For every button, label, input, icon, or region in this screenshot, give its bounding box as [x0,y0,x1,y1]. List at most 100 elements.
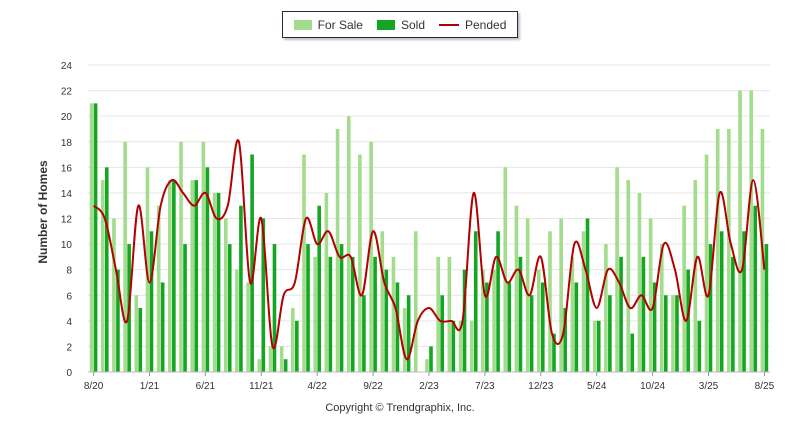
bar-for-sale[interactable] [212,192,217,372]
bar-sold[interactable] [216,192,221,372]
bar-sold[interactable] [697,320,702,372]
bar-sold[interactable] [708,244,713,372]
bar-for-sale[interactable] [492,269,496,372]
bar-sold[interactable] [608,295,612,372]
bar-for-sale[interactable] [671,295,675,372]
bar-for-sale[interactable] [223,218,228,373]
bar-for-sale[interactable] [246,282,250,372]
bar-sold[interactable] [227,244,232,372]
bar-for-sale[interactable] [682,205,686,372]
bar-sold[interactable] [160,282,165,372]
bar-sold[interactable] [250,154,254,372]
bar-sold[interactable] [518,256,523,372]
bar-for-sale[interactable] [537,269,541,372]
bar-for-sale[interactable] [447,256,452,372]
bar-sold[interactable] [261,218,266,373]
bar-sold[interactable] [596,320,601,372]
bar-sold[interactable] [719,231,724,372]
bar-for-sale[interactable] [257,359,262,372]
bar-sold[interactable] [652,282,657,372]
bar-sold[interactable] [362,295,366,372]
bar-sold[interactable] [373,256,377,372]
bar-for-sale[interactable] [704,154,709,372]
bar-for-sale[interactable] [604,244,608,372]
bar-for-sale[interactable] [134,295,139,372]
bar-sold[interactable] [104,167,109,372]
bar-for-sale[interactable] [335,128,340,372]
bar-for-sale[interactable] [324,192,329,372]
bar-sold[interactable] [507,282,512,372]
bar-sold[interactable] [149,231,154,372]
bar-for-sale[interactable] [481,269,485,372]
bar-sold[interactable] [138,308,143,372]
bar-sold[interactable] [317,205,321,372]
bar-sold[interactable] [283,359,288,372]
bar-sold[interactable] [764,244,769,372]
bar-sold[interactable] [205,167,210,372]
bar-for-sale[interactable] [615,167,619,372]
bar-sold[interactable] [462,269,467,372]
bar-sold[interactable] [239,205,243,372]
bar-for-sale[interactable] [648,218,653,373]
bar-for-sale[interactable] [156,205,161,372]
bar-sold[interactable] [395,282,400,372]
bar-sold[interactable] [663,295,668,372]
bar-sold[interactable] [350,256,355,372]
bar-for-sale[interactable] [168,180,172,372]
bar-sold[interactable] [753,205,758,372]
bar-for-sale[interactable] [179,141,183,372]
bar-sold[interactable] [630,333,635,372]
bar-for-sale[interactable] [637,192,642,372]
bar-sold[interactable] [429,346,433,372]
bar-sold[interactable] [641,256,646,372]
bar-for-sale[interactable] [313,256,317,372]
bar-sold[interactable] [272,244,277,372]
bar-sold[interactable] [541,282,545,372]
bar-sold[interactable] [295,320,299,372]
bar-for-sale[interactable] [380,231,385,372]
bar-for-sale[interactable] [458,320,463,372]
bar-sold[interactable] [563,308,567,372]
bar-for-sale[interactable] [291,308,295,372]
bar-for-sale[interactable] [201,141,206,372]
bar-sold[interactable] [473,231,478,372]
bar-sold[interactable] [440,295,444,372]
bar-for-sale[interactable] [346,116,351,373]
bar-for-sale[interactable] [738,90,742,372]
bar-for-sale[interactable] [268,346,273,372]
bar-for-sale[interactable] [414,231,418,372]
bar-sold[interactable] [306,244,310,372]
bar-for-sale[interactable] [279,346,284,372]
bar-for-sale[interactable] [235,269,239,372]
bar-for-sale[interactable] [112,218,116,373]
bar-for-sale[interactable] [358,154,362,372]
bar-for-sale[interactable] [659,244,664,372]
bar-sold[interactable] [194,180,199,372]
legend-item-for-sale[interactable]: For Sale [293,18,363,32]
bar-for-sale[interactable] [570,256,575,372]
legend-item-pended[interactable]: Pended [439,18,506,32]
bar-for-sale[interactable] [514,205,519,372]
bar-for-sale[interactable] [559,218,563,373]
bar-for-sale[interactable] [100,180,105,372]
bar-sold[interactable] [451,320,456,372]
bar-sold[interactable] [406,295,411,372]
bar-sold[interactable] [731,256,735,372]
bar-for-sale[interactable] [727,128,731,372]
bar-for-sale[interactable] [369,141,373,372]
bar-sold[interactable] [619,256,623,372]
bar-sold[interactable] [93,103,98,372]
bar-sold[interactable] [675,295,679,372]
bar-for-sale[interactable] [592,320,597,372]
bar-for-sale[interactable] [89,103,94,372]
bar-for-sale[interactable] [581,231,586,372]
bar-for-sale[interactable] [302,154,306,372]
bar-for-sale[interactable] [715,128,720,372]
bar-for-sale[interactable] [123,141,127,372]
bar-sold[interactable] [116,269,120,372]
bar-sold[interactable] [686,269,690,372]
bar-sold[interactable] [172,180,176,372]
bar-for-sale[interactable] [548,231,552,372]
bar-sold[interactable] [485,282,489,372]
bar-for-sale[interactable] [402,308,407,372]
